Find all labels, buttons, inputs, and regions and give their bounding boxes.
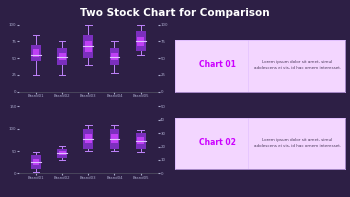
Bar [59,53,65,60]
Bar [111,134,118,143]
Bar [110,129,119,149]
Bar [85,41,92,52]
Bar [135,133,146,149]
Bar [57,149,67,158]
Bar [31,45,41,61]
Bar [110,48,119,65]
Bar [83,129,93,149]
Text: Two Stock Chart for Comparison: Two Stock Chart for Comparison [80,8,270,18]
Text: Lorem ipsum dolor sit amet, simul
adolescens ei vis, id hac ornem interesset.: Lorem ipsum dolor sit amet, simul adoles… [254,138,341,148]
Text: Lorem ipsum dolor sit amet, simul
adolescens ei vis, id hac ornem interesset.: Lorem ipsum dolor sit amet, simul adoles… [254,60,341,70]
Bar [135,31,146,51]
Bar [31,155,41,169]
Text: Chart 02: Chart 02 [199,138,236,147]
Bar [33,49,40,57]
Bar [57,48,67,65]
Bar [83,35,93,58]
Bar [85,134,92,143]
Bar [33,159,40,165]
Bar [137,137,144,144]
Bar [59,151,65,155]
Bar [111,53,118,60]
Text: Chart 01: Chart 01 [199,60,236,70]
Bar [137,37,144,46]
